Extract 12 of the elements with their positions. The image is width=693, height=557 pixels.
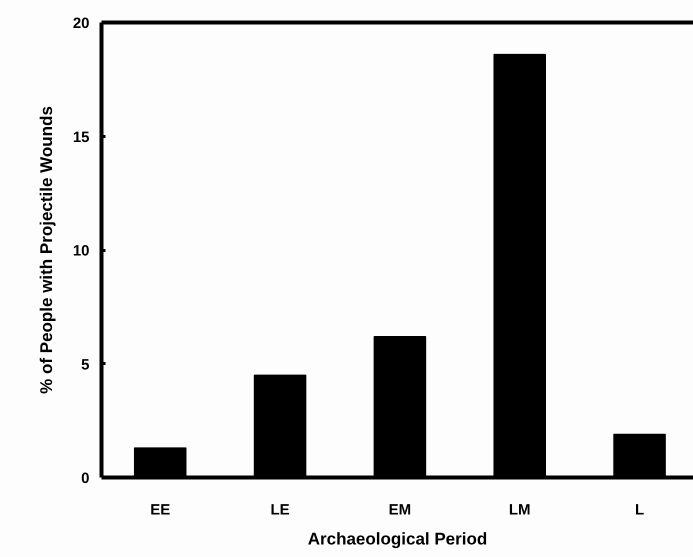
x-tick-label: LM	[508, 502, 531, 518]
x-tick-label: EE	[150, 502, 170, 518]
y-axis-title: % of People with Projectile Wounds	[36, 106, 56, 394]
x-tick-label: EM	[388, 502, 412, 518]
y-tick-label: 0	[81, 470, 90, 487]
x-tick-label: LE	[270, 502, 290, 518]
y-tick-label: 5	[81, 356, 90, 374]
y-tick-label: 15	[72, 128, 90, 146]
x-axis-title: Archaeological Period	[308, 530, 488, 548]
y-tick-label: 20	[72, 15, 90, 32]
y-tick-label: 10	[72, 242, 90, 260]
x-tick-label: L	[634, 502, 644, 518]
